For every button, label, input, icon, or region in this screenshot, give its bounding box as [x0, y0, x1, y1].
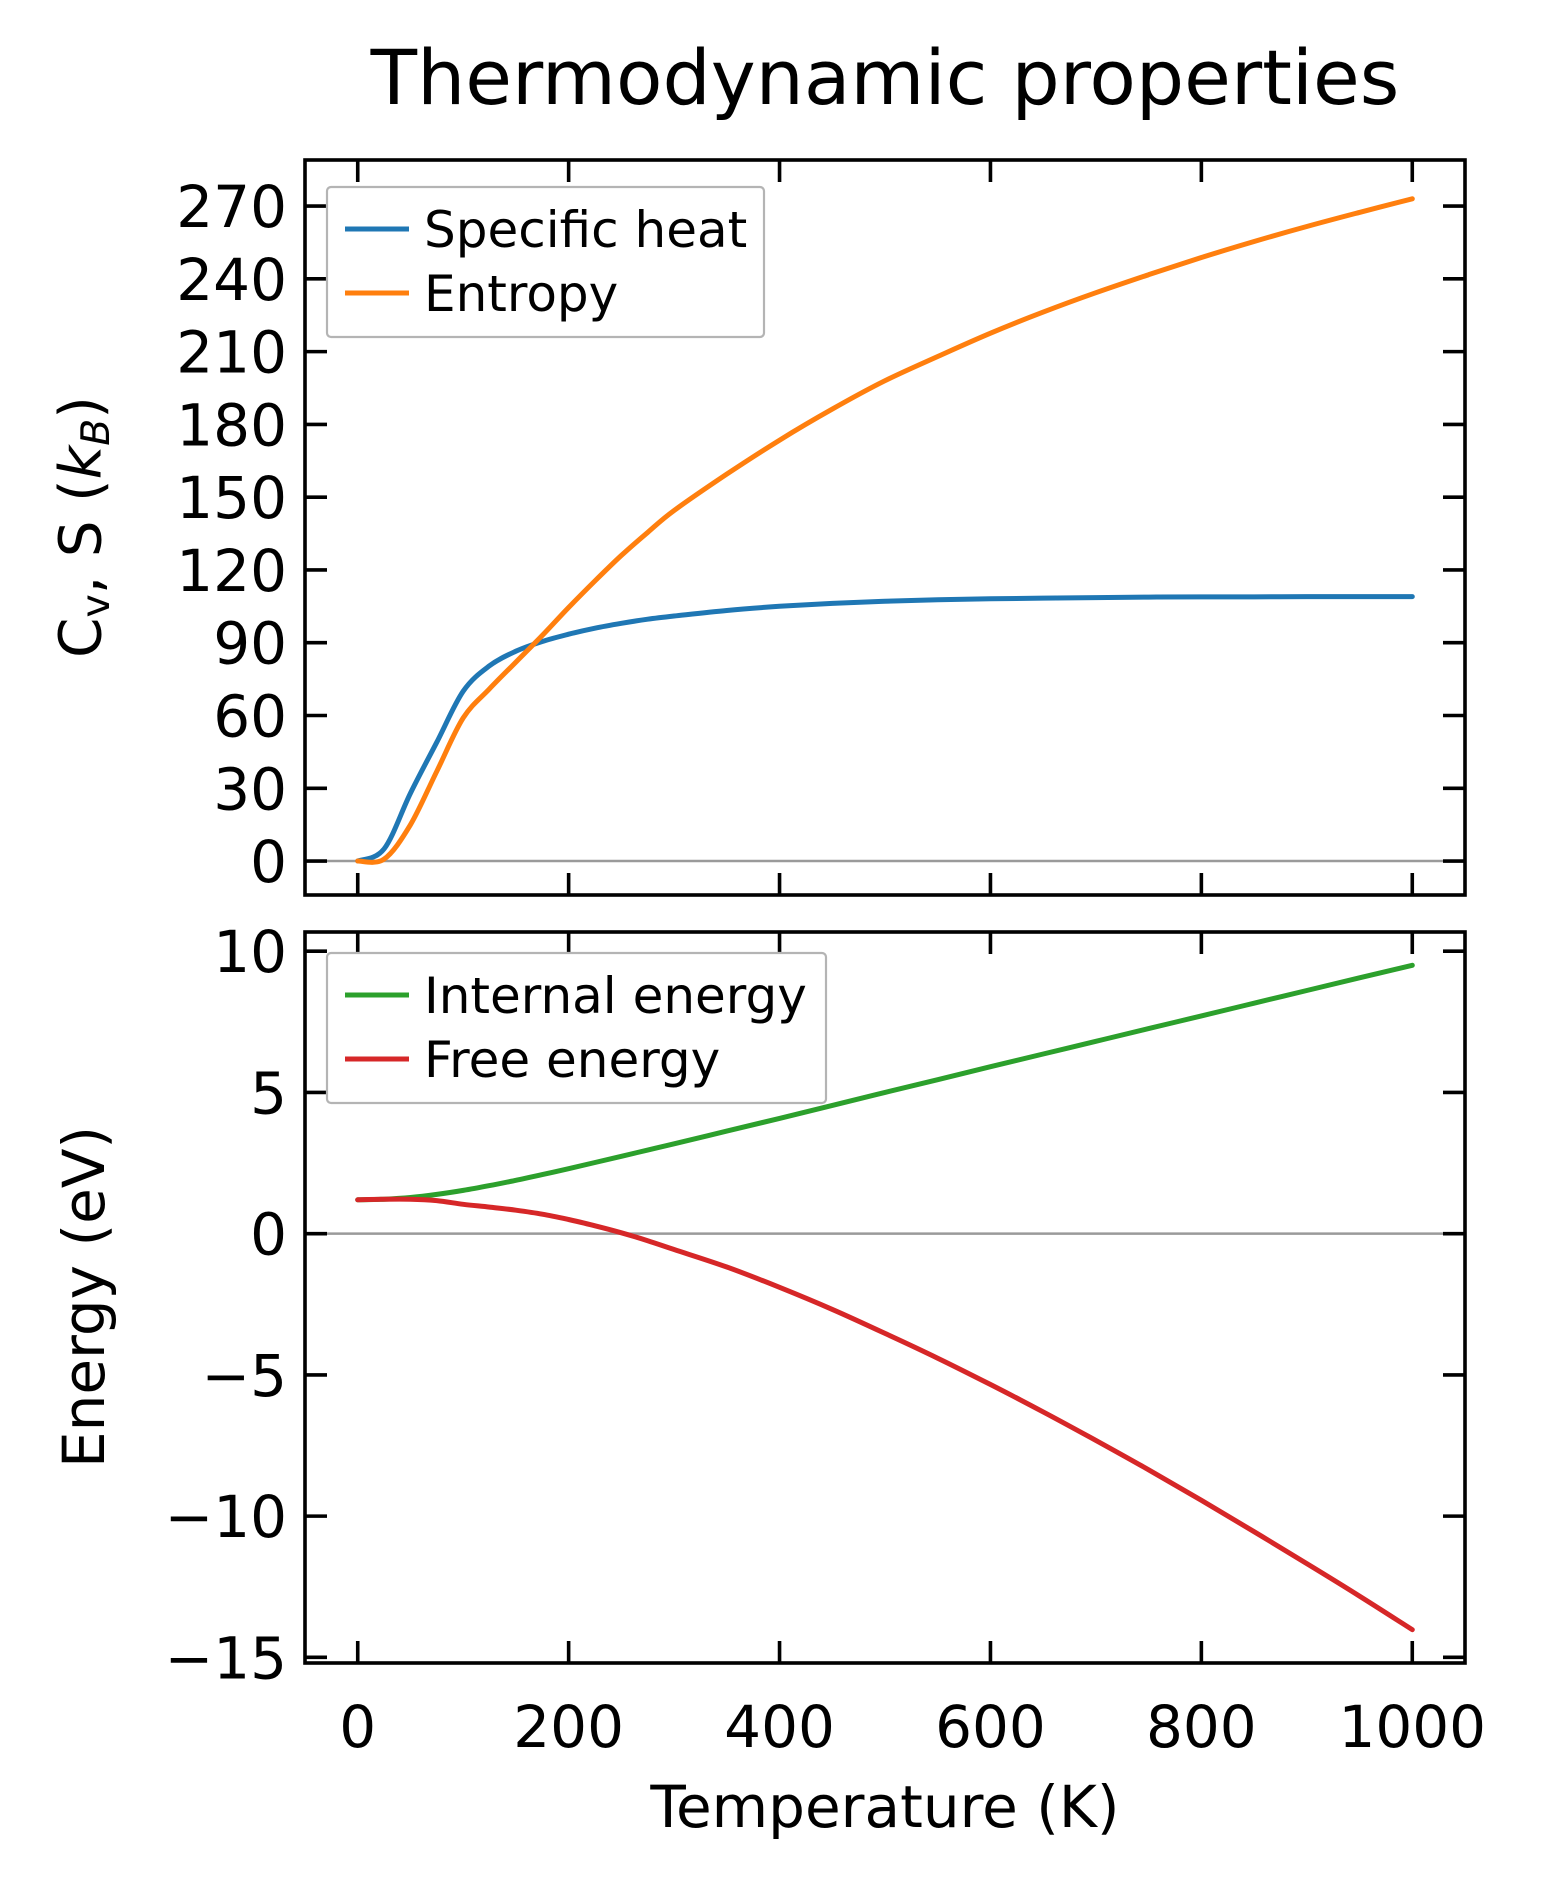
bottom-y-axis-label: Energy (eV): [50, 1125, 118, 1469]
legend-box: [325, 951, 828, 1105]
y-tick-label: 5: [250, 1059, 287, 1127]
y-tick-label: 120: [176, 537, 287, 605]
axes-energy-bottom: 0 200 400 600 800 1000 −15 −10 −5 0 5 10 Internal en…: [165, 918, 1486, 1761]
y-tick-label: 30: [213, 755, 287, 823]
x-tick-label: 1000: [1338, 1693, 1486, 1761]
x-tick-label: 400: [724, 1693, 835, 1761]
y-tick-label: −15: [165, 1624, 287, 1692]
top-y-axis-label-part: B: [73, 418, 120, 446]
top-y-axis-label-part: C: [46, 617, 115, 658]
top-y-axis-label-part: v: [73, 594, 120, 618]
y-tick-label: 150: [176, 464, 287, 532]
y-tick-label: 0: [250, 1201, 287, 1269]
top-y-axis-label-part: , S (: [46, 479, 115, 595]
legend-label-specific-heat: Specific heat: [424, 201, 747, 259]
x-axis-label: Temperature (K): [650, 1773, 1120, 1841]
y-tick-label: 60: [213, 682, 287, 750]
y-tick-label: 90: [213, 610, 287, 678]
y-tick-label: 10: [213, 918, 287, 986]
top-y-axis-label-part: ): [46, 396, 115, 419]
y-tick-label: −10: [165, 1483, 287, 1551]
legend-box: [325, 185, 766, 339]
y-tick-label: 270: [176, 173, 287, 241]
chart-title: Thermodynamic properties: [370, 33, 1400, 122]
y-tick-label: −5: [202, 1342, 288, 1410]
x-tick-label: 0: [339, 1693, 376, 1761]
axes-spines: [303, 158, 1467, 897]
axes-spines: [303, 930, 1467, 1665]
legend-label-entropy: Entropy: [424, 265, 618, 323]
top-y-axis-label-part: k: [46, 445, 115, 480]
line-free-energy: [355, 1196, 1415, 1633]
legend-label-internal-energy: Internal energy: [424, 967, 807, 1025]
y-tick-label: 210: [176, 319, 287, 387]
x-tick-label: 200: [513, 1693, 624, 1761]
x-tick-label: 600: [935, 1693, 1046, 1761]
line-entropy: [355, 196, 1415, 865]
x-tick-label: 800: [1146, 1693, 1257, 1761]
y-tick-label: 240: [176, 246, 287, 314]
y-tick-label: 180: [176, 391, 287, 459]
top-y-axis-label: Cv, S (kB): [46, 396, 120, 658]
line-internal-energy: [355, 962, 1415, 1203]
line-specific-heat: [355, 594, 1415, 864]
legend-label-free-energy: Free energy: [424, 1031, 720, 1089]
y-tick-label: 0: [250, 828, 287, 896]
